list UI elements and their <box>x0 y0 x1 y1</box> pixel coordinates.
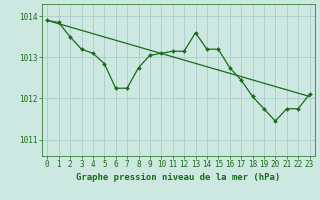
X-axis label: Graphe pression niveau de la mer (hPa): Graphe pression niveau de la mer (hPa) <box>76 173 281 182</box>
